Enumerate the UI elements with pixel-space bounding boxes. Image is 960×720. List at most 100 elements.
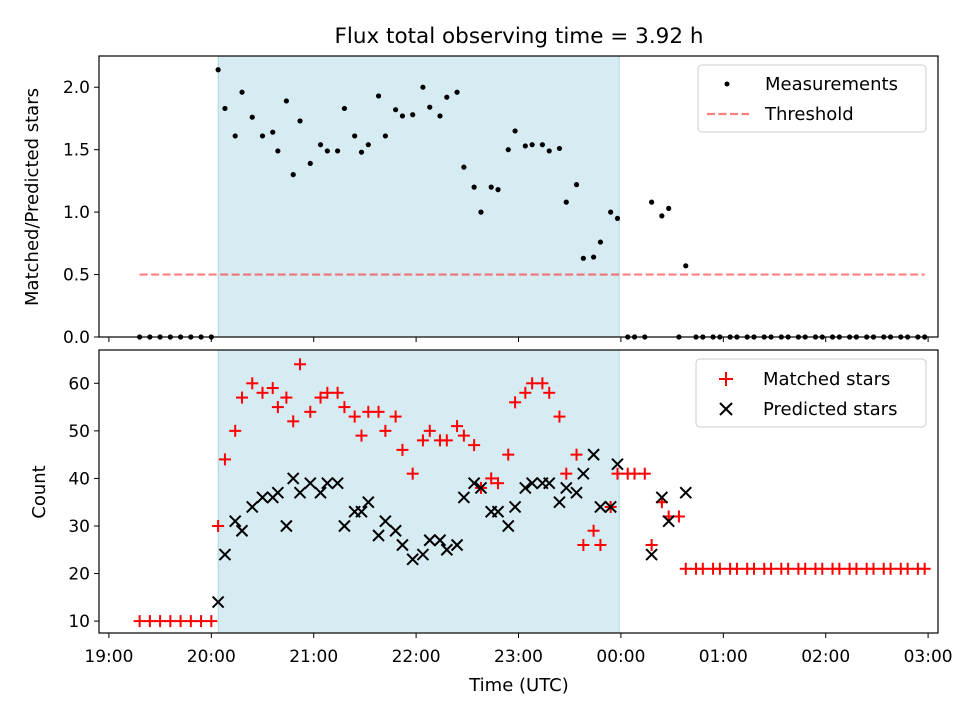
measurement-point <box>529 142 535 148</box>
matched-star-point <box>833 562 846 575</box>
matched-star-point <box>594 539 607 552</box>
matched-star-point <box>485 472 498 485</box>
measurement-point <box>512 128 518 134</box>
predicted-x-b <box>604 500 617 514</box>
measurement-point <box>478 209 484 215</box>
matched-star-point <box>355 429 368 442</box>
matched-star-point <box>184 615 197 628</box>
predicted-star-point <box>280 519 293 533</box>
predicted-x-b <box>396 538 409 552</box>
predicted-star-point <box>293 486 307 499</box>
predicted-x-b <box>218 548 232 561</box>
predicted-x-b <box>304 476 317 490</box>
predicted-x-b <box>235 524 249 537</box>
measurement-point <box>259 133 266 139</box>
predicted-x-b <box>525 476 539 490</box>
predicted-x-b <box>491 505 505 518</box>
measurement-point <box>563 199 569 205</box>
measurement-point <box>461 164 467 170</box>
predicted-star-point <box>218 548 232 561</box>
matched-star-point <box>850 562 863 575</box>
matched-star-point <box>195 615 208 628</box>
matched-star-point <box>348 410 361 423</box>
predicted-star-point <box>594 500 607 514</box>
measurement-point <box>334 148 341 154</box>
predicted-star-point <box>440 543 454 556</box>
matched-star-point <box>901 562 914 575</box>
measurement-point <box>270 129 276 135</box>
matched-star-point <box>218 453 231 466</box>
predicted-x-b <box>314 486 327 499</box>
predicted-x-b <box>662 515 675 528</box>
predicted-star-point <box>679 486 692 499</box>
predicted-x-b <box>440 543 454 556</box>
measurement-point <box>580 255 586 261</box>
matched-star-point <box>314 391 327 404</box>
ratio-y-tick-label: 1.0 <box>63 203 90 223</box>
predicted-star-point <box>406 553 419 566</box>
matched-stars-points <box>133 358 931 628</box>
predicted-star-point <box>235 524 249 537</box>
matched-star-point <box>406 467 419 480</box>
predicted-x-b <box>406 553 419 566</box>
matched-star-point <box>679 562 692 575</box>
predicted-x-b <box>389 524 402 537</box>
matched-star-point <box>799 562 812 575</box>
predicted-star-point <box>457 491 471 504</box>
measurement-point <box>614 215 621 221</box>
ratio-y-label: Matched/Predicted stars <box>22 88 43 306</box>
predicted-star-point <box>519 481 532 495</box>
matched-star-point <box>271 401 284 414</box>
matched-star-point <box>389 410 402 423</box>
predicted-x-b <box>433 534 447 547</box>
predicted-star-point <box>508 500 522 514</box>
predicted-star-point <box>645 548 658 561</box>
predicted-x-b <box>611 457 624 471</box>
matched-star-point <box>696 562 709 575</box>
matched-star-point <box>570 448 583 461</box>
predicted-star-point <box>525 476 539 490</box>
matched-star-point <box>577 539 590 552</box>
measurement-point <box>437 113 443 119</box>
matched-star-point <box>884 562 897 575</box>
matched-star-point <box>280 391 293 404</box>
matched-star-point <box>730 562 743 575</box>
predicted-x-b <box>502 519 515 533</box>
predicted-star-point <box>604 500 617 514</box>
count-x-tick-label: 00:00 <box>596 647 645 667</box>
legend-label-matched: Matched stars <box>763 369 890 390</box>
measurement-point <box>444 94 450 100</box>
measurement-point <box>222 105 228 112</box>
predicted-x-b <box>280 519 293 533</box>
matched-star-point <box>451 420 464 433</box>
measurement-point <box>317 142 324 148</box>
matched-star-point <box>782 562 795 575</box>
matched-star-point <box>372 405 385 418</box>
predicted-x-b <box>256 491 269 504</box>
count-x-tick-label: 19:00 <box>84 647 133 667</box>
matched-star-point <box>133 615 146 628</box>
legend-marker-measurements <box>724 81 730 87</box>
legend-label-measurements: Measurements <box>765 74 898 95</box>
measurement-point <box>556 145 563 152</box>
matched-star-point <box>246 377 259 390</box>
matched-star-point <box>294 358 307 371</box>
measurement-point <box>471 184 477 190</box>
measurement-point <box>505 147 511 153</box>
matched-star-point <box>526 377 539 390</box>
predicted-x-b <box>553 495 566 509</box>
matched-star-point <box>287 415 300 428</box>
ratio-panel: 0.00.51.01.52.0 Matched/Predicted stars … <box>22 55 939 348</box>
predicted-x-b <box>271 486 285 499</box>
observing-window-shade-top <box>217 55 620 338</box>
measurement-point <box>297 118 303 124</box>
chart-title: Flux total observing time = 3.92 h <box>335 24 704 49</box>
predicted-star-point <box>553 495 566 509</box>
count-y-tick-label: 30 <box>68 517 90 537</box>
count-panel: 10 20 30 40 50 60 19:00 20:00 21:00 22:00 23:00 00… <box>29 349 953 696</box>
measurement-point <box>399 113 406 119</box>
ratio-legend: Measurements Threshold <box>697 64 927 133</box>
matched-star-point <box>502 448 515 461</box>
matched-star-point <box>748 562 761 575</box>
predicted-x-b <box>679 486 692 499</box>
